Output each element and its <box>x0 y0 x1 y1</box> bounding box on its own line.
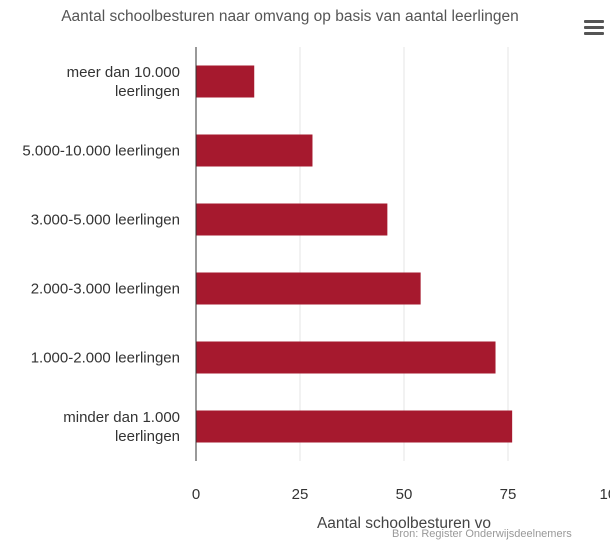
chart-title: Aantal schoolbesturen naar omvang op bas… <box>61 8 519 25</box>
bar[interactable] <box>196 410 513 443</box>
category-label: 5.000-10.000 leerlingen <box>22 143 180 160</box>
x-tick-label: 100 <box>599 486 610 503</box>
menu-line <box>584 26 604 29</box>
x-axis-title: Aantal schoolbesturen vo <box>317 515 491 532</box>
bars <box>196 65 513 443</box>
menu-line <box>584 32 604 35</box>
category-label: 3.000-5.000 leerlingen <box>31 212 180 229</box>
x-tick-label: 75 <box>500 486 517 503</box>
x-tick-labels: 0 25 50 75 100 <box>192 486 610 503</box>
bar[interactable] <box>196 65 255 98</box>
bar[interactable] <box>196 134 313 167</box>
hamburger-menu-icon[interactable] <box>583 17 605 37</box>
category-labels: meer dan 10.000 leerlingen 5.000-10.000 le… <box>22 64 180 445</box>
category-label: minder dan 1.000 leerlingen <box>63 409 180 445</box>
category-label: meer dan 10.000 leerlingen <box>67 64 180 100</box>
bar[interactable] <box>196 341 496 374</box>
x-tick-label: 0 <box>192 486 200 503</box>
category-label: 2.000-3.000 leerlingen <box>31 281 180 298</box>
credits: Bron: Register Onderwijsdeelnemers <box>392 528 572 540</box>
x-tick-label: 25 <box>292 486 309 503</box>
grid-lines <box>299 47 509 461</box>
bar[interactable] <box>196 203 388 236</box>
x-tick-label: 50 <box>396 486 413 503</box>
category-label: 1.000-2.000 leerlingen <box>31 350 180 367</box>
menu-line <box>584 20 604 23</box>
bar[interactable] <box>196 272 421 305</box>
